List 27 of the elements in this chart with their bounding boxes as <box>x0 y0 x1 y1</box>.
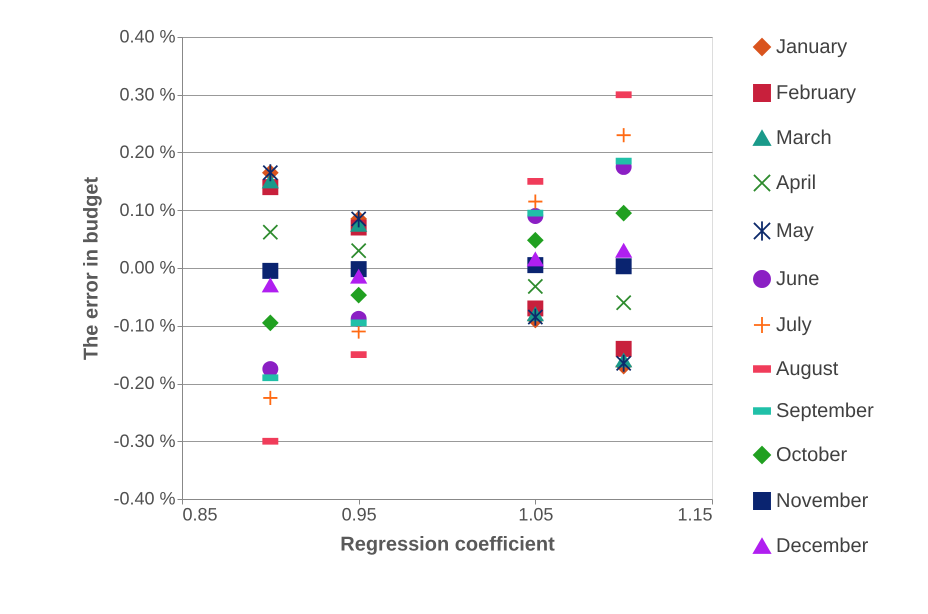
y-tick-label: 0.00 % <box>119 258 176 278</box>
legend-label: September <box>776 400 874 422</box>
legend-label: August <box>776 358 839 380</box>
y-tick-label: -0.10 % <box>113 315 176 336</box>
legend-label: July <box>776 314 812 336</box>
y-tick-label: 0.30 % <box>119 84 176 104</box>
y-tick-label: -0.40 % <box>113 488 176 508</box>
y-axis-title: The error in budget <box>80 176 102 360</box>
legend-label: November <box>776 490 869 512</box>
x-tick-label: 0.85 <box>182 504 218 524</box>
x-tick-label: 1.15 <box>677 504 712 524</box>
legend-label: December <box>776 535 869 557</box>
y-tick-label: -0.20 % <box>113 373 176 393</box>
legend-label: March <box>776 127 832 149</box>
legend-label: January <box>776 36 848 58</box>
x-tick-label: 0.95 <box>342 504 377 524</box>
y-tick-label: 0.40 % <box>119 26 176 46</box>
legend-label: June <box>776 268 820 290</box>
legend-label: May <box>776 220 814 242</box>
y-tick-label: -0.30 % <box>113 430 176 451</box>
x-axis-title: Regression coefficient <box>340 534 556 556</box>
legend-label: October <box>776 444 848 466</box>
y-tick-label: 0.10 % <box>119 200 176 220</box>
legend-label: February <box>776 82 856 104</box>
y-tick-label: 0.20 % <box>119 142 176 162</box>
x-tick-label: 1.05 <box>518 504 554 524</box>
legend-label: April <box>776 172 816 194</box>
